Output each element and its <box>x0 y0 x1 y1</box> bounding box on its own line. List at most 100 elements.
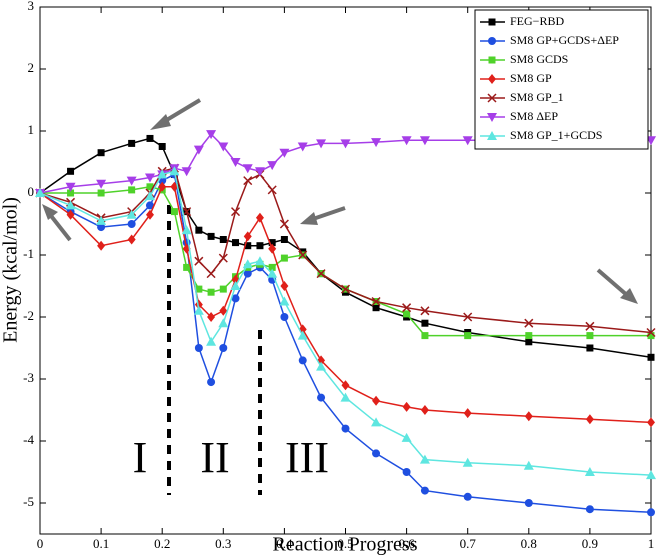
marker <box>193 145 204 155</box>
annotation: II <box>200 433 229 482</box>
marker <box>158 181 167 192</box>
legend-label: SM8 GP_1 <box>510 90 564 104</box>
annotations-layout <box>42 98 638 495</box>
legend-label: SM8 GP+GCDS+ΔEP <box>510 33 619 47</box>
marker <box>243 176 253 186</box>
marker <box>267 268 278 278</box>
marker <box>420 405 429 415</box>
marker <box>218 318 229 328</box>
y-tick-label: -3 <box>23 370 34 385</box>
marker <box>586 332 594 340</box>
marker <box>244 242 252 250</box>
marker <box>420 486 429 495</box>
marker <box>646 470 656 480</box>
marker <box>242 259 253 269</box>
y-tick-label: -1 <box>23 246 34 261</box>
marker <box>145 201 154 210</box>
marker <box>462 136 473 146</box>
marker <box>297 142 308 152</box>
marker <box>267 185 277 195</box>
marker <box>230 207 241 217</box>
marker <box>297 330 308 340</box>
marker <box>128 186 136 194</box>
marker <box>585 321 595 331</box>
marker <box>488 18 496 26</box>
marker <box>195 285 203 293</box>
y-axis-label: Energy (kcal/mol) <box>0 197 22 343</box>
marker <box>525 332 533 340</box>
marker <box>218 253 228 263</box>
marker <box>65 182 76 192</box>
marker <box>487 113 497 122</box>
marker <box>487 131 497 140</box>
marker <box>67 167 75 175</box>
marker <box>586 344 594 352</box>
marker <box>243 269 252 278</box>
series <box>36 170 655 517</box>
y-tick-label: 0 <box>28 184 35 199</box>
y-tick-label: 2 <box>28 60 35 75</box>
annotation: III <box>285 433 329 482</box>
marker <box>194 256 204 266</box>
marker <box>219 305 228 316</box>
marker <box>219 236 227 243</box>
arrows <box>42 98 638 304</box>
marker <box>146 183 154 191</box>
marker <box>371 296 381 307</box>
x-tick-label: 0.1 <box>93 536 109 551</box>
marker <box>316 139 327 149</box>
marker <box>219 344 228 352</box>
marker <box>340 392 351 402</box>
marker <box>487 93 497 103</box>
marker <box>371 138 382 148</box>
marker <box>298 250 308 260</box>
x-tick-label: 0.9 <box>582 536 598 551</box>
marker <box>401 136 412 146</box>
x-axis-label: Reaction Progress <box>273 534 418 556</box>
marker <box>371 417 382 427</box>
marker <box>340 284 351 294</box>
marker <box>146 134 154 142</box>
marker <box>268 263 276 271</box>
marker <box>462 457 473 467</box>
marker <box>463 408 472 419</box>
legend-label: SM8 GP <box>510 71 552 85</box>
marker <box>158 143 166 150</box>
marker <box>279 148 290 158</box>
marker <box>193 305 204 315</box>
marker <box>421 332 429 340</box>
marker <box>341 380 350 391</box>
marker <box>255 212 264 223</box>
marker <box>647 332 655 340</box>
y-tick-label: -4 <box>23 432 34 447</box>
marker <box>67 189 75 197</box>
marker <box>372 449 381 458</box>
marker <box>144 191 155 201</box>
marker <box>207 378 216 387</box>
x-tick-label: 0.3 <box>215 536 231 551</box>
x-tick-label: 0.4 <box>276 536 293 551</box>
marker <box>66 209 75 220</box>
marker <box>268 243 277 254</box>
marker <box>96 215 107 225</box>
marker <box>280 254 288 262</box>
marker <box>421 319 429 327</box>
marker <box>207 288 215 296</box>
marker <box>195 226 203 234</box>
marker <box>254 256 265 266</box>
marker <box>183 263 191 271</box>
marker <box>280 313 289 321</box>
marker <box>463 492 472 501</box>
marker <box>230 158 241 167</box>
marker <box>127 220 136 228</box>
marker <box>463 312 473 322</box>
marker <box>401 432 412 442</box>
marker <box>97 240 106 251</box>
marker <box>317 393 326 402</box>
marker <box>647 353 655 361</box>
y-tick-label: 1 <box>28 122 35 137</box>
marker <box>35 188 45 197</box>
marker <box>488 74 496 84</box>
series <box>36 134 655 361</box>
